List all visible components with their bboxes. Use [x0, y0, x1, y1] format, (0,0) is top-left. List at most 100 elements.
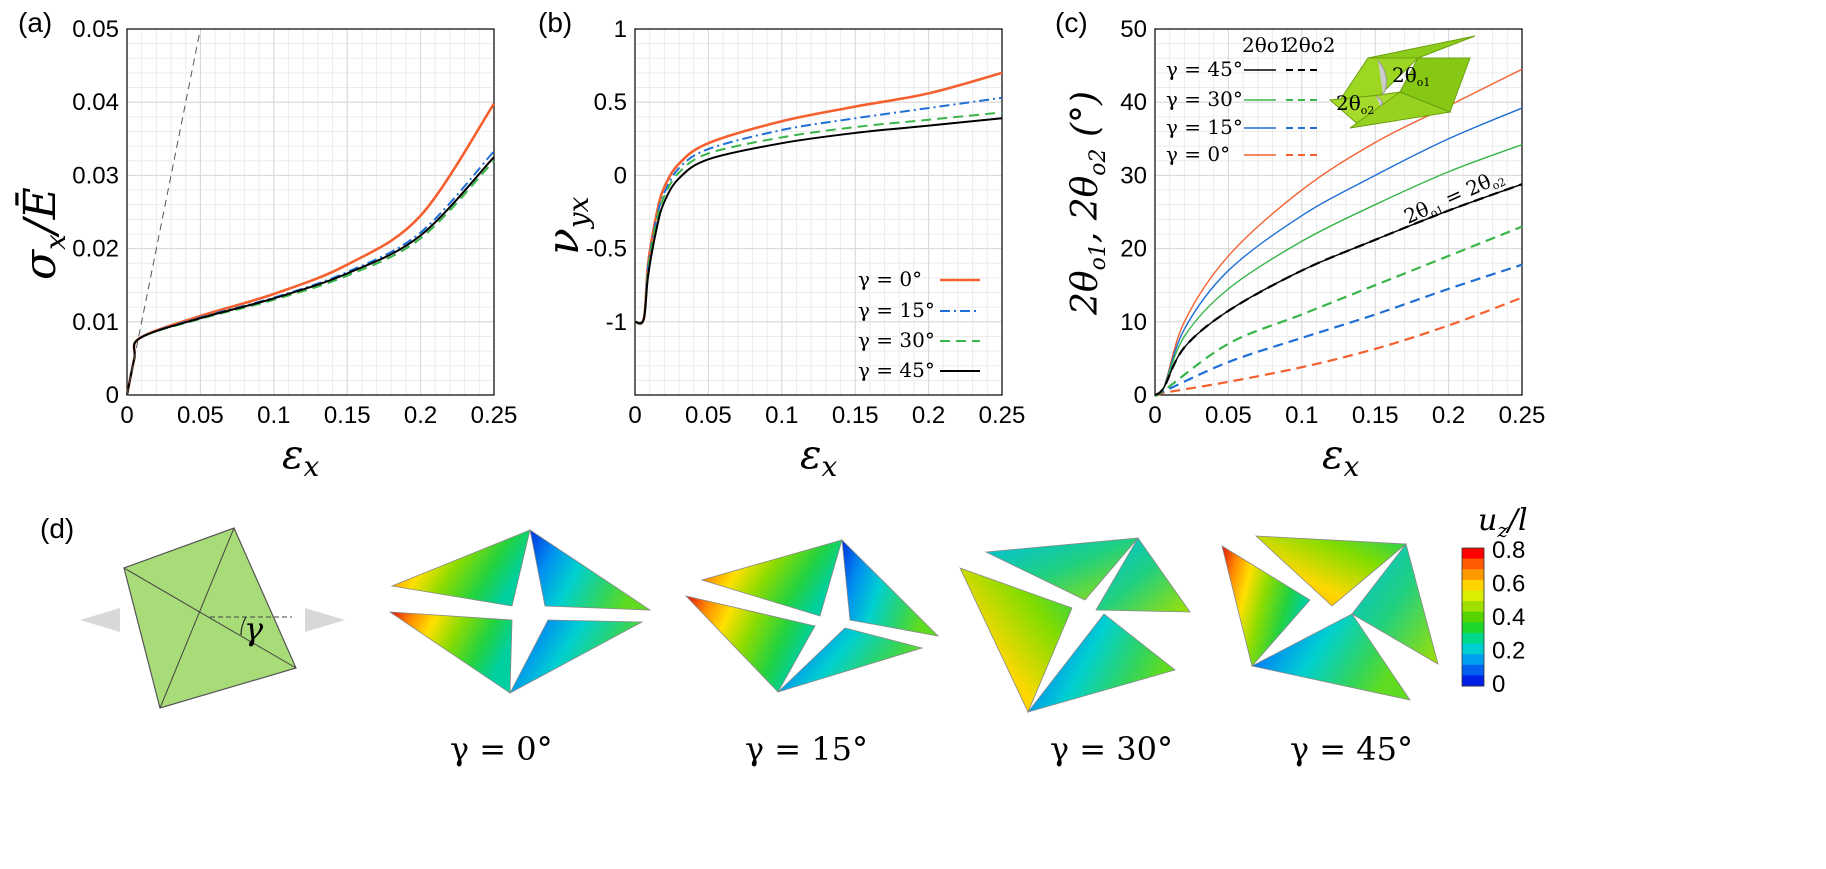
xlabel-a: εx	[282, 432, 319, 483]
x-tick-label: 0	[1148, 402, 1161, 429]
y-tick-label: 0.5	[594, 89, 627, 116]
schematic-gamma: γ	[244, 610, 264, 648]
x-tick-label: 0.1	[257, 402, 290, 429]
series-line	[126, 28, 201, 396]
series-line	[1154, 225, 1523, 397]
colorbar: 0.8 0.6 0.4 0.2 0	[1461, 537, 1525, 698]
svg-text:εx: εx	[800, 432, 837, 483]
deformed-structure-30	[959, 537, 1191, 713]
chart-c: 0 0.05 0.1 0.15 0.2 0.25 0 10 20 30 40 50	[1120, 16, 1545, 429]
colorbar-band	[1462, 601, 1484, 613]
legend-c-label: γ = 45°	[1166, 57, 1243, 81]
legend-c-header: 2θo1	[1242, 33, 1292, 57]
x-tick-label: 0.15	[324, 402, 371, 429]
annotation-c: 2θo1 = 2θo2	[1400, 163, 1508, 230]
series-line	[634, 71, 1003, 326]
panel-label-a: (a)	[18, 7, 52, 38]
svg-text:εx: εx	[282, 432, 319, 483]
colorbar-band	[1462, 611, 1484, 623]
x-tick-label: 0	[120, 402, 133, 429]
series-line	[126, 150, 495, 396]
colorbar-band	[1462, 664, 1484, 676]
series-line	[126, 156, 495, 396]
x-tick-label: 0.05	[685, 402, 732, 429]
svg-text:2θo1, 2θo2 (°): 2θo1, 2θo2 (°)	[1065, 91, 1111, 316]
xlabel-c: εx	[1322, 432, 1359, 483]
colorbar-band	[1462, 569, 1484, 581]
series-line	[1154, 263, 1523, 397]
series-line	[126, 160, 495, 396]
colorbar-band	[1462, 548, 1484, 560]
x-tick-label: 0.2	[1432, 402, 1465, 429]
colorbar-tick: 0	[1492, 671, 1505, 698]
colorbar-frame	[1461, 547, 1485, 687]
y-tick-label: 0.05	[72, 16, 119, 43]
legend-b-label: γ = 0°	[858, 267, 922, 291]
legend-c-label: γ = 15°	[1166, 115, 1243, 139]
chart-a: 0 0.05 0.1 0.15 0.2 0.25 0 0.01 0.02 0.03 0.04 0.05	[72, 16, 517, 429]
panel-label-b: (b)	[538, 7, 572, 38]
inset-label-2: 2θo2	[1336, 91, 1374, 117]
y-tick-label: 0	[1134, 382, 1147, 409]
case-label-15: γ = 15°	[745, 730, 868, 768]
plot-frame	[1154, 28, 1523, 396]
colorbar-tick: 0.2	[1492, 638, 1525, 665]
svg-text:uz/l: uz/l	[1478, 503, 1528, 542]
plot-frame	[634, 28, 1003, 396]
series-line	[634, 117, 1003, 325]
case-label-30: γ = 30°	[1050, 730, 1173, 768]
y-tick-label: 0.02	[72, 236, 119, 263]
x-tick-label: 0.25	[979, 402, 1026, 429]
y-tick-label: 50	[1120, 16, 1147, 43]
x-tick-label: 0.05	[1205, 402, 1252, 429]
y-tick-label: 1	[614, 16, 627, 43]
colorbar-tick: 0.6	[1492, 571, 1525, 598]
colorbar-title: uz/l	[1478, 503, 1528, 542]
y-tick-label: 30	[1120, 162, 1147, 189]
series-line	[634, 96, 1003, 325]
colorbar-tick: 0.8	[1492, 537, 1525, 564]
colorbar-band	[1462, 579, 1484, 591]
y-tick-label: 10	[1120, 309, 1147, 336]
colorbar-band	[1462, 558, 1484, 570]
case-label-45: γ = 45°	[1290, 730, 1413, 768]
panel-label-d: (d)	[40, 513, 74, 544]
chart-b: 0 0.05 0.1 0.15 0.2 0.25 -1 -0.5 0 0.5 1	[586, 16, 1026, 429]
xlabel-b: εx	[800, 432, 837, 483]
deformed-structure-15	[684, 538, 940, 693]
svg-text:σx/Ē: σx/Ē	[14, 187, 72, 280]
plot-frame	[126, 28, 495, 396]
y-tick-label: -1	[606, 309, 627, 336]
colorbar-band	[1462, 632, 1484, 645]
series-line	[1154, 183, 1523, 396]
colorbar-band	[1462, 622, 1484, 634]
x-tick-label: 0.25	[471, 402, 518, 429]
svg-text:εx: εx	[1322, 432, 1359, 483]
y-tick-label: 20	[1120, 236, 1147, 263]
x-tick-label: 0.1	[765, 402, 798, 429]
ylabel-b: νyx	[538, 196, 595, 255]
x-tick-label: 0	[628, 402, 641, 429]
colorbar-band	[1462, 654, 1484, 666]
svg-text:νyx: νyx	[538, 196, 595, 255]
y-tick-label: 40	[1120, 89, 1147, 116]
series-line	[1154, 296, 1523, 397]
legend-b-label: γ = 15°	[858, 298, 935, 322]
series-line	[634, 111, 1003, 325]
legend-c-label: γ = 0°	[1166, 142, 1230, 166]
y-tick-label: 0.03	[72, 162, 119, 189]
x-tick-label: 0.1	[1285, 402, 1318, 429]
schematic-unit-cell	[80, 527, 345, 709]
colorbar-band	[1462, 675, 1484, 687]
legend-b-label: γ = 45°	[858, 358, 935, 382]
panel-label-c: (c)	[1055, 7, 1088, 38]
legend-b-label: γ = 30°	[858, 328, 935, 352]
x-tick-label: 0.25	[1499, 402, 1546, 429]
colorbar-band	[1462, 643, 1484, 655]
legend-c-label: γ = 30°	[1166, 87, 1243, 111]
y-tick-label: -0.5	[586, 236, 627, 263]
y-tick-label: 0	[106, 382, 119, 409]
x-tick-label: 0.05	[177, 402, 224, 429]
